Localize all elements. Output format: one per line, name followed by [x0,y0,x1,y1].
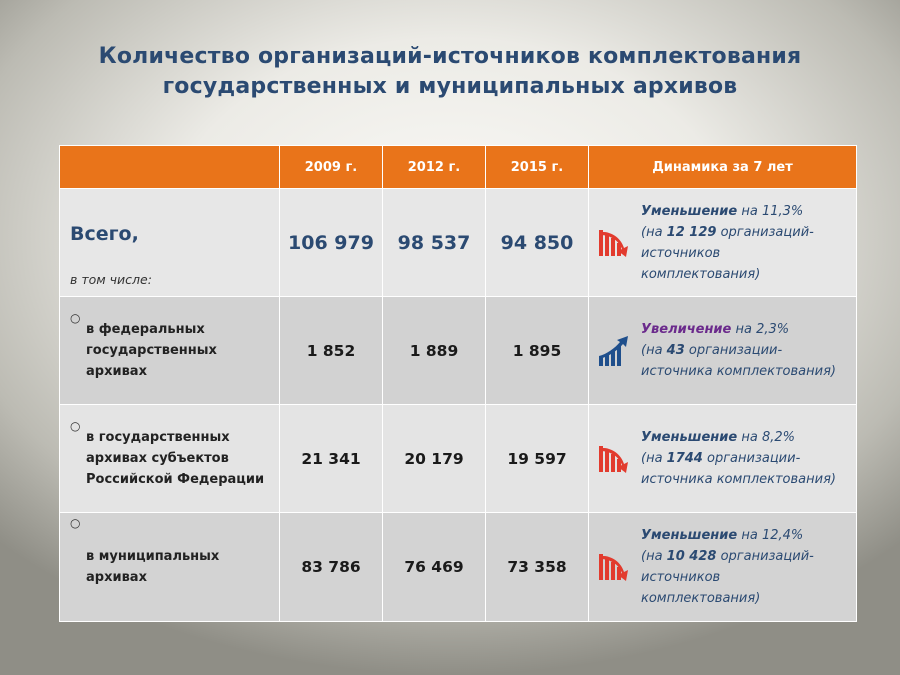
dynamics-pct: 8,2% [761,430,795,445]
table-row-federal: ○ в федеральных государственных архивах … [59,296,857,405]
dynamics-cell: Уменьшение на 11,3% (на 12 129 организац… [588,188,857,297]
row-label-cell: Всего, в том числе: [59,188,280,297]
dynamics-cell: Уменьшение на 12,4% (на 10 428 организац… [588,512,857,622]
dynamics-pct-prefix: на [737,203,762,219]
dynamics-keyword: Увеличение [641,322,732,337]
dynamics-count: 1744 [666,451,703,466]
value-2015: 19 597 [485,404,589,513]
row-label-line: Российской Федерации [86,472,265,487]
value-2015: 73 358 [485,512,589,622]
table-row-regional: ○ в государственных архивах субъектов Ро… [59,404,857,513]
dynamics-pct: 2,3% [756,322,790,337]
value-2012: 76 469 [382,512,486,622]
header-row: 2009 г. 2012 г. 2015 г. Динамика за 7 ле… [59,145,857,189]
row-label-line: государственных [86,343,217,358]
dynamics-keyword: Уменьшение [641,203,738,219]
value-2015: 94 850 [485,188,589,297]
dynamics-text: Уменьшение на 8,2% (на 1744 организации-… [641,427,836,490]
dynamics-pct: 11,3% [761,203,804,219]
bullet-icon: ○ [70,516,81,530]
dynamics-prefix: (на [641,549,667,564]
dynamics-cell: Уменьшение на 8,2% (на 1744 организации-… [588,404,857,513]
row-label-cell: ○ в муниципальных архивах [59,512,280,622]
header-cell-2012: 2012 г. [382,145,486,189]
dynamics-count: 43 [666,343,685,358]
dynamics-text: Уменьшение на 12,4% (на 10 428 организац… [641,525,814,609]
increase-chart-icon [599,335,628,366]
header-cell-2015: 2015 г. [485,145,589,189]
row-label: в государственных архивах субъектов Росс… [86,427,264,490]
slide-title: Количество организаций-источников компле… [0,42,900,102]
dynamics-line-3: источников [641,570,721,585]
dynamics-cell: Увеличение на 2,3% (на 43 организации- и… [588,296,857,405]
row-label-line: в государственных [86,430,230,445]
value-2012: 20 179 [382,404,486,513]
dynamics-count: 10 428 [666,549,717,564]
dynamics-pct-prefix: на [737,528,762,543]
row-label-cell: ○ в государственных архивах субъектов Ро… [59,404,280,513]
table-row-municipal: ○ в муниципальных архивах 83 786 76 469 … [59,512,857,622]
row-label-line: архивах субъектов [86,451,229,466]
archives-table: 2009 г. 2012 г. 2015 г. Динамика за 7 ле… [59,145,857,622]
dynamics-keyword: Уменьшение [641,528,738,543]
decrease-chart-icon [599,445,628,473]
row-label: в федеральных государственных архивах [86,319,217,382]
dynamics-suffix: организаций- [716,224,814,240]
dynamics-pct: 12,4% [761,528,804,543]
slide-title-line-2: государственных и муниципальных архивов [162,74,738,99]
dynamics-pct-prefix: на [737,430,762,445]
header-cell-dynamics: Динамика за 7 лет [588,145,857,189]
dynamics-line-3: источников [641,245,721,261]
value-2009: 1 852 [279,296,383,405]
dynamics-suffix: организаций- [716,549,814,564]
row-label-line: архивах [86,364,147,379]
total-label: Всего, [70,223,139,245]
value-2009: 21 341 [279,404,383,513]
value-2012: 1 889 [382,296,486,405]
dynamics-prefix: (на [641,343,667,358]
row-label-line: в муниципальных [86,549,220,564]
bullet-icon: ○ [70,311,81,325]
dynamics-text: Увеличение на 2,3% (на 43 организации- и… [641,319,836,382]
header-cell-label [59,145,280,189]
dynamics-count: 12 129 [666,224,717,240]
table-row-total: Всего, в том числе: 106 979 98 537 94 85… [59,188,857,297]
dynamics-prefix: (на [641,451,667,466]
dynamics-text: Уменьшение на 11,3% (на 12 129 организац… [641,201,814,285]
dynamics-line-3: источника комплектования) [641,364,836,379]
value-2012: 98 537 [382,188,486,297]
row-label: в муниципальных архивах [86,546,219,588]
dynamics-line-4: комплектования) [641,591,761,606]
header-cell-2009: 2009 г. [279,145,383,189]
dynamics-prefix: (на [641,224,667,240]
bullet-icon: ○ [70,419,81,433]
total-sublabel: в том числе: [70,272,152,287]
value-2009: 106 979 [279,188,383,297]
dynamics-suffix: организации- [684,343,783,358]
dynamics-keyword: Уменьшение [641,430,738,445]
row-label-line: архивах [86,570,147,585]
decrease-chart-icon [599,554,628,581]
value-2009: 83 786 [279,512,383,622]
decrease-chart-icon [599,229,628,257]
dynamics-line-4: комплектования) [641,266,761,282]
row-label-cell: ○ в федеральных государственных архивах [59,296,280,405]
slide-title-line-1: Количество организаций-источников компле… [98,44,802,69]
row-label-line: в федеральных [86,322,205,337]
dynamics-line-3: источника комплектования) [641,472,836,487]
value-2015: 1 895 [485,296,589,405]
dynamics-pct-prefix: на [731,322,757,337]
dynamics-suffix: организации- [702,451,801,466]
